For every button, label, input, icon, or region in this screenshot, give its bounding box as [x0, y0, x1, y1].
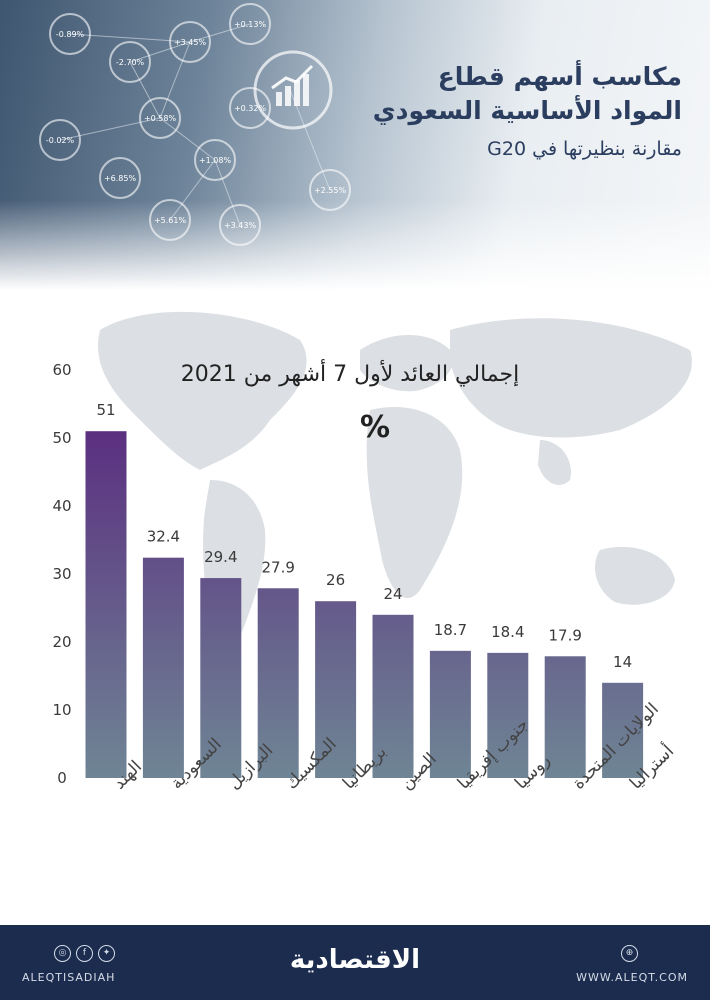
bar: [429, 650, 471, 778]
bar-value-label: 17.9: [548, 626, 581, 644]
y-tick-label: 40: [52, 497, 71, 515]
page-subtitle: مقارنة بنظيرتها في G20: [487, 138, 682, 160]
bar-value-label: 18.4: [491, 623, 524, 641]
bar: [200, 578, 242, 778]
badge-ring: [194, 139, 236, 181]
badge-label: -0.02%: [46, 136, 75, 145]
badge-label: +6.85%: [104, 174, 137, 183]
bar-chart: 0 10 20 30 40 50 60 51 32.4 29.4 27.9 26 24 18.7 18.4…: [52, 361, 678, 794]
bar: [372, 614, 414, 778]
bar: [315, 601, 357, 778]
bar-value-label: 14: [613, 653, 632, 671]
bar: [257, 588, 299, 778]
value-labels-group: 51 32.4 29.4 27.9 26 24 18.7 18.4 17.9 14: [96, 401, 632, 671]
badge-ring: [229, 3, 271, 45]
header-title-block: مكاسب أسهم قطاع المواد الأساسية السعودي …: [302, 60, 682, 166]
badge-ring: [139, 97, 181, 139]
badge-label: +2.55%: [314, 186, 347, 195]
chart-bubble-icon: [253, 50, 333, 130]
hero-image: -0.89%+3.45%-2.70%+0.58%-0.02%+1.08%+5.6…: [0, 0, 710, 290]
bar: [544, 656, 586, 778]
badge-label: -2.70%: [116, 58, 145, 67]
badge-label: +1.08%: [199, 156, 232, 165]
badge-ring: [49, 13, 91, 55]
y-tick-label: 0: [57, 769, 67, 787]
bar-value-label: 29.4: [204, 548, 237, 566]
badge-label: +0.32%: [234, 104, 267, 113]
page-title-line1: مكاسب أسهم قطاع: [437, 62, 682, 91]
chart-unit: %: [359, 410, 391, 445]
bar-value-label: 27.9: [261, 558, 294, 576]
bar-value-label: 26: [326, 571, 345, 589]
footer-bar: ◎ f ✦ ALEQTISADIAH الاقتصادية ⊕ WWW.ALEQ…: [0, 925, 710, 1000]
social-handle[interactable]: ALEQTISADIAH: [22, 971, 116, 984]
bar: [602, 682, 644, 778]
instagram-icon[interactable]: ◎: [54, 945, 71, 962]
badge-label: +0.13%: [234, 20, 267, 29]
y-tick-label: 50: [52, 429, 71, 447]
y-tick-label: 10: [52, 701, 71, 719]
bar-value-label: 51: [96, 401, 115, 419]
badge-label: +0.58%: [144, 114, 177, 123]
badge-label: -0.89%: [56, 30, 85, 39]
social-icons: ◎ f ✦: [54, 945, 115, 962]
badge-ring: [229, 87, 271, 129]
badge-ring: [99, 157, 141, 199]
website-url[interactable]: WWW.ALEQT.COM: [576, 971, 688, 984]
globe-icon: ⊕: [621, 945, 638, 962]
y-tick-label: 60: [52, 361, 71, 379]
bar-value-label: 24: [383, 585, 402, 603]
badge-ring: [39, 119, 81, 161]
bar-value-label: 32.4: [147, 528, 180, 546]
brand-logo: الاقتصادية: [289, 945, 421, 975]
y-tick-label: 30: [52, 565, 71, 583]
bar: [142, 557, 184, 778]
y-axis-ticks: 0 10 20 30 40 50 60: [52, 361, 71, 787]
badge-label: +3.45%: [174, 38, 207, 47]
bar-value-label: 18.7: [434, 621, 467, 639]
facebook-icon[interactable]: f: [76, 945, 93, 962]
badge-ring: [169, 21, 211, 63]
world-map-background: [98, 311, 692, 661]
bar: [85, 431, 127, 778]
twitter-icon[interactable]: ✦: [98, 945, 115, 962]
bar: [487, 652, 529, 778]
y-tick-label: 20: [52, 633, 71, 651]
badge-ring: [109, 41, 151, 83]
chart-title: إجمالي العائد لأول 7 أشهر من 2021: [180, 362, 520, 387]
page-title-line2: المواد الأساسية السعودي: [372, 96, 682, 125]
bars-group: [85, 431, 644, 778]
